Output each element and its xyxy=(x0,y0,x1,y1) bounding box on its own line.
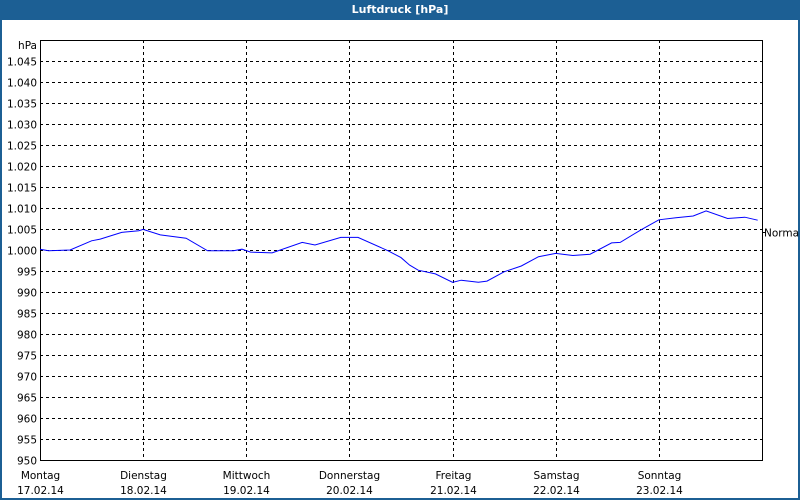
x-tick-day: Donnerstag xyxy=(319,470,380,482)
chart-title: Luftdruck [hPa] xyxy=(0,0,800,20)
x-tick-date: 22.02.14 xyxy=(533,485,580,497)
y-tick-label: 1.035 xyxy=(7,99,37,111)
pressure-line xyxy=(39,210,758,283)
x-tick-day: Samstag xyxy=(533,470,579,482)
y-tick-label: 980 xyxy=(17,330,37,342)
y-tick-label: 1.020 xyxy=(7,162,37,174)
y-tick-label: 1.040 xyxy=(7,78,37,90)
y-tick-label: 1.015 xyxy=(7,183,37,195)
x-tick-date: 18.02.14 xyxy=(120,485,167,497)
x-tick-day: Mittwoch xyxy=(223,470,271,482)
x-tick-date: 17.02.14 xyxy=(17,485,64,497)
x-tick-date: 20.02.14 xyxy=(326,485,373,497)
y-tick-label: 950 xyxy=(17,456,37,468)
y-tick-label: 1.005 xyxy=(7,225,37,237)
x-tick-date: 19.02.14 xyxy=(223,485,270,497)
y-tick-label: 995 xyxy=(17,267,37,279)
y-tick-label: 990 xyxy=(17,288,37,300)
normal-label: Normal xyxy=(764,228,800,240)
y-tick-label: 975 xyxy=(17,351,37,363)
y-tick-label: 1.000 xyxy=(7,246,37,258)
x-tick-day: Sonntag xyxy=(638,470,682,482)
y-tick-label: 985 xyxy=(17,309,37,321)
y-tick-label: 1.045 xyxy=(7,57,37,69)
y-axis-label: hPa xyxy=(18,40,37,52)
y-tick-label: 1.025 xyxy=(7,141,37,153)
x-tick-date: 21.02.14 xyxy=(430,485,477,497)
y-tick-label: 965 xyxy=(17,393,37,405)
plot-border xyxy=(40,40,763,461)
y-tick-label: 1.010 xyxy=(7,204,37,216)
y-tick-label: 960 xyxy=(17,414,37,426)
x-tick-day: Montag xyxy=(21,470,60,482)
y-tick-label: 955 xyxy=(17,435,37,447)
x-tick-day: Dienstag xyxy=(120,470,167,482)
x-tick-day: Freitag xyxy=(436,470,472,482)
x-tick-date: 23.02.14 xyxy=(636,485,683,497)
y-tick-label: 1.030 xyxy=(7,120,37,132)
y-tick-label: 970 xyxy=(17,372,37,384)
